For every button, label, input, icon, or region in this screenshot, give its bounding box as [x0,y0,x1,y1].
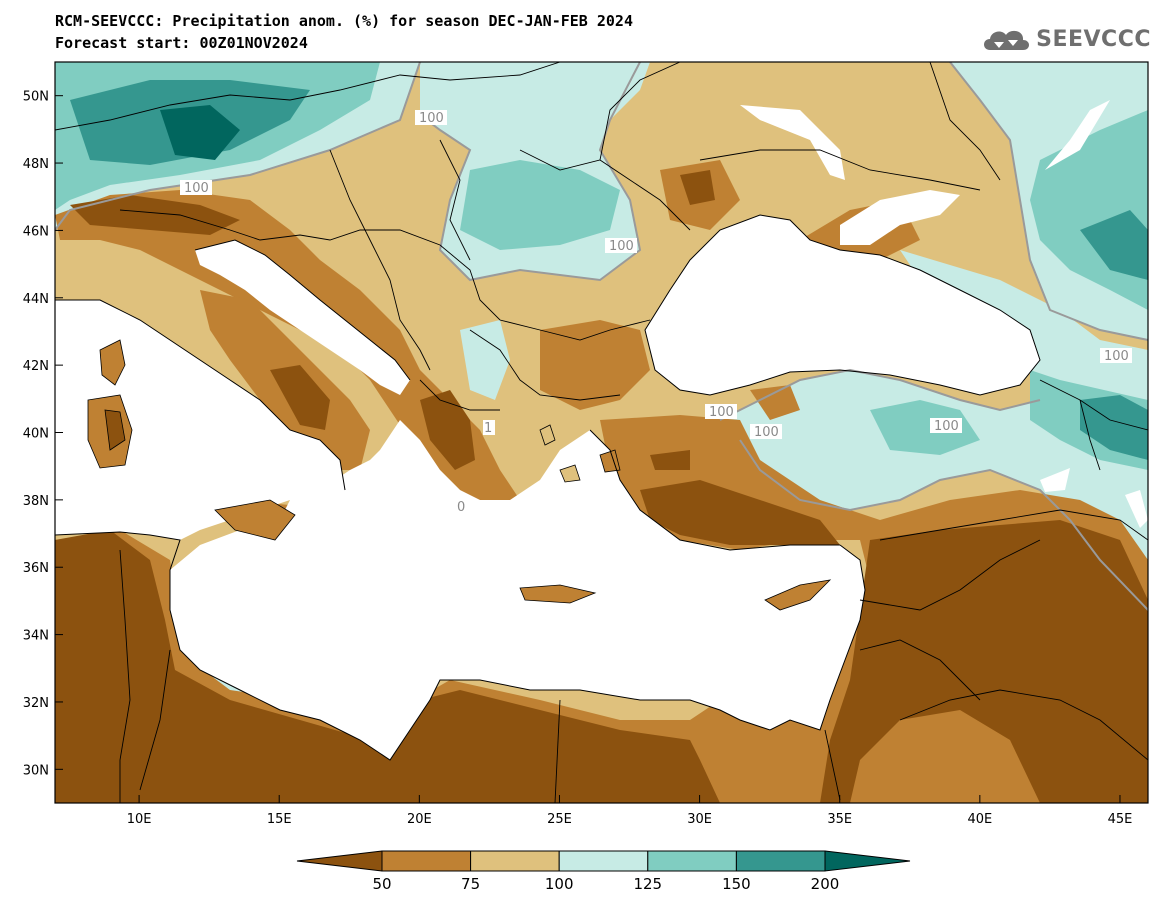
lat-tick-label: 36N [23,561,49,576]
cloud-icon [984,30,1030,50]
contour-label: 0 [457,500,465,515]
anomaly-band-below-50 [55,170,1148,803]
contour-label: 100 [709,405,734,420]
colorbar-segment [381,850,472,872]
seevccc-logo: SEEVCCC [980,24,1151,54]
colorbar-label: 50 [372,875,391,893]
colorbar-segment [470,850,560,872]
latitude-axis: 50N 48N 46N 44N 42N 40N 38N 36N 34N 32N 30N [23,90,63,778]
lon-tick-label: 40E [967,812,992,827]
colorbar-label: 100 [545,875,574,893]
lon-tick-label: 15E [267,812,292,827]
lat-tick-label: 48N [23,157,49,172]
lon-tick-label: 45E [1108,812,1133,827]
colorbar-segment [296,850,383,872]
lat-tick-label: 42N [23,359,49,374]
contour-label: 100 [609,239,634,254]
lon-tick-label: 10E [127,812,152,827]
map-area: 100 100 100 100 100 100 100 1 0 [55,62,1148,803]
contour-label: 100 [419,111,444,126]
coastlines [55,214,1041,761]
colorbar-segment [735,850,826,872]
lon-tick-label: 35E [827,812,852,827]
longitude-axis: 10E 15E 20E 25E 30E 35E 40E 45E [127,795,1133,827]
lat-tick-label: 40N [23,427,49,442]
lat-tick-label: 38N [23,494,49,509]
colorbar-label: 200 [811,875,840,893]
contour-label: 100 [754,425,779,440]
islands [87,339,832,611]
lat-tick-label: 30N [23,763,49,778]
logo-text: SEEVCCC [1036,26,1151,52]
colorbar-label: 150 [722,875,751,893]
contour-label: 100 [184,181,209,196]
title-line-1: RCM-SEEVCCC: Precipitation anom. (%) for… [55,12,633,30]
colorbar-label: 125 [633,875,662,893]
contour-label: 100 [934,419,959,434]
lat-tick-label: 46N [23,224,49,239]
contour-label: 100 [1104,349,1129,364]
contour-labels: 100 100 100 100 100 100 100 1 0 [180,110,1132,515]
lat-tick-label: 44N [23,292,49,307]
colorbar-segment [558,850,649,872]
contour-lines [55,62,1148,611]
lon-tick-label: 20E [407,812,432,827]
colorbar: 50 75 100 125 150 200 [296,850,911,893]
lat-tick-label: 34N [23,629,49,644]
contour-label: 1 [484,421,492,436]
title-line-2: Forecast start: 00Z01NOV2024 [55,34,308,52]
lon-tick-label: 30E [687,812,712,827]
country-borders [55,62,1148,803]
lon-tick-label: 25E [547,812,572,827]
caspian-area [740,100,1148,528]
sea-areas [55,190,1040,760]
colorbar-label: 75 [461,875,480,893]
lat-tick-label: 50N [23,90,49,105]
colorbar-segment [824,850,911,872]
colorbar-segment [647,850,737,872]
lat-tick-label: 32N [23,696,49,711]
